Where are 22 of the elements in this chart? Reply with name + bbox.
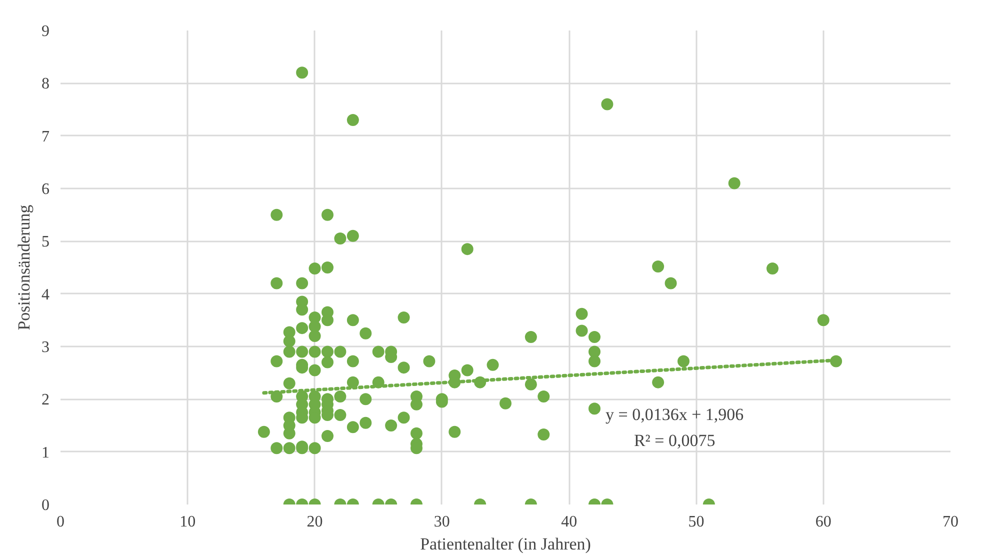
x-tick-label: 30 (434, 514, 450, 530)
y-tick-label: 1 (42, 444, 50, 462)
x-axis-title: Patientenalter (in Jahren) (420, 534, 591, 554)
y-tick-label: 8 (42, 76, 50, 93)
y-tick-label: 6 (42, 181, 50, 198)
y-tick-label: 3 (42, 339, 50, 356)
y-tick-label: 2 (42, 392, 50, 409)
annotation: R² = 0,0075 (634, 431, 716, 450)
y-tick-label: 9 (42, 23, 50, 40)
x-tick-label: 50 (688, 514, 704, 530)
annotation: y = 0,0136x + 1,906 (606, 404, 744, 424)
x-tick-label: 0 (56, 514, 64, 530)
x-tick-label: 20 (306, 514, 323, 530)
y-tick-label: 7 (42, 128, 50, 146)
y-tick-label: 4 (42, 286, 50, 304)
y-tick-label: 5 (42, 234, 50, 251)
x-tick-label: 10 (180, 514, 196, 530)
y-tick-label: 0 (42, 497, 50, 514)
x-tick-label: 40 (561, 514, 578, 530)
x-tick-label: 70 (942, 514, 958, 530)
y-axis-title: Positionsänderung (14, 204, 34, 330)
x-tick-label: 60 (815, 514, 832, 530)
